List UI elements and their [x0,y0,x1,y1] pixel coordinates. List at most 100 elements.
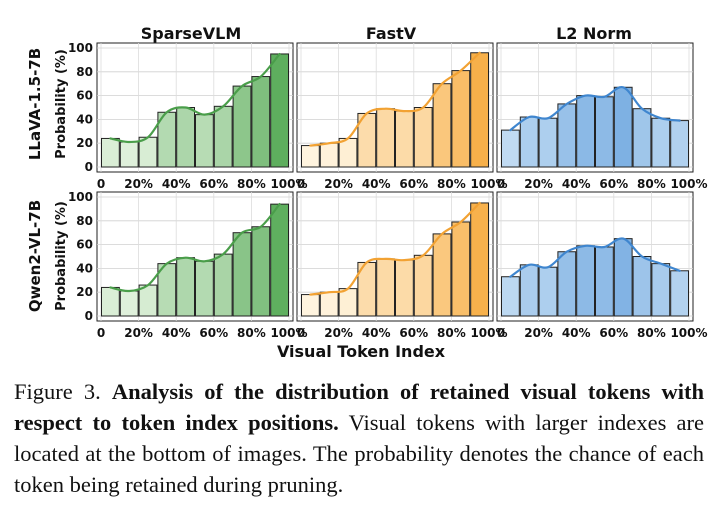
bar [213,253,233,317]
bar [195,260,214,317]
trend-line [509,85,681,132]
row-label-qwen: Qwen2-VL-7B [26,200,44,312]
bar [470,52,490,168]
bar [519,264,539,317]
trend-line [109,52,281,144]
bar [670,120,690,168]
bar [576,95,596,168]
bar [613,238,633,317]
bar [176,257,195,317]
x-tick-label: 40% [162,177,191,191]
x-tick-label: 80% [637,177,666,191]
bar [595,96,614,168]
bar [138,284,158,317]
x-tick-label: 100% [270,326,307,340]
bar [195,114,214,168]
bar [651,263,671,317]
y-tick-label: 100 [68,190,93,204]
column-title-l2-norm: L2 Norm [556,24,632,43]
bar [270,53,290,168]
x-tick-label: 60% [599,326,628,340]
bar [451,70,471,168]
bar [101,286,120,317]
x-tick-label: 80% [237,177,266,191]
x-tick-label: 40% [162,326,191,340]
bar [376,258,396,317]
y-tick-label: 80 [76,214,93,228]
trend-line [309,201,481,296]
bar [413,254,433,317]
bar [338,288,358,317]
bar [251,76,271,168]
bar [395,110,414,168]
x-tick-label: 100% [670,326,707,340]
caption-text: Visual tokens with larger indexes are lo… [14,410,704,497]
chart-panel-green-llava: 0 20 40 60 80 100 0 20% 40% 60% 80% 100% [68,41,308,191]
x-tick-label: 60% [199,177,228,191]
x-tick-label: 80% [437,326,466,340]
chart-panel-orange-llava: 0 20% 40% 60% 80% 100% [296,42,508,191]
trend-line [509,237,681,278]
x-tick-label: 20% [524,326,553,340]
y-tick-label: 20 [76,285,93,299]
y-tick-label: 0 [85,160,93,174]
x-tick-label: 100% [270,177,307,191]
bar [470,202,490,317]
bar [538,266,558,317]
trend-line [109,203,281,293]
figure: SparseVLM FastV L2 Norm LLaVA-1.5-7B Qwe… [26,24,708,361]
y-axis-label-top: Probability (%) [54,49,69,159]
x-tick-label: 80% [637,326,666,340]
x-tick-label: 100% [470,177,507,191]
y-tick-label: 80 [76,65,93,79]
y-tick-label: 60 [76,89,93,103]
bar [595,246,614,317]
chart-panel-blue-llava: 0 20% 40% 60% 80% 100% [496,42,708,191]
bar [301,145,320,168]
caption-bold: Analysis of the distribution of retained… [14,379,705,435]
figure-caption: Figure 3. Analysis of the distribution o… [14,376,704,500]
bar [251,226,271,317]
x-tick-label: 20% [524,177,553,191]
caption-prefix: Figure 3. [14,379,101,404]
bar [301,294,320,317]
y-tick-label: 100 [68,41,93,55]
x-tick-label: 40% [562,326,591,340]
bar [119,141,139,168]
x-tick-label: 60% [599,177,628,191]
x-tick-label: 40% [362,326,391,340]
bar [319,291,339,317]
x-axis-label: Visual Token Index [277,342,446,361]
trend-line [309,51,481,147]
x-tick-label: 40% [562,177,591,191]
bar [319,142,339,168]
y-axis-label-bottom: Probability (%) [54,201,69,311]
bar [119,290,139,317]
x-tick-label: 0 [97,177,105,191]
bar [538,117,558,168]
bar [432,233,452,317]
column-title-sparsevlm: SparseVLM [141,24,242,43]
bar [519,116,539,168]
x-tick-label: 40% [362,177,391,191]
y-tick-label: 20 [76,136,93,150]
chart-panel-orange-qwen: 0 20% 40% 60% 80% 100% [296,191,508,340]
x-tick-label: 80% [237,326,266,340]
x-tick-label: 0 [497,177,505,191]
x-tick-label: 0 [497,326,505,340]
bar [451,221,471,317]
x-tick-label: 0 [97,326,105,340]
x-tick-label: 100% [670,177,707,191]
row-label-llava: LLaVA-1.5-7B [26,48,44,160]
y-tick-label: 40 [76,112,93,126]
y-tick-label: 0 [85,309,93,323]
x-tick-label: 60% [199,326,228,340]
x-tick-label: 0 [297,326,305,340]
column-title-fastv: FastV [366,24,417,43]
bar [270,203,290,317]
x-tick-label: 60% [399,177,428,191]
bar [632,108,652,168]
y-tick-label: 60 [76,238,93,252]
bar [501,276,520,317]
